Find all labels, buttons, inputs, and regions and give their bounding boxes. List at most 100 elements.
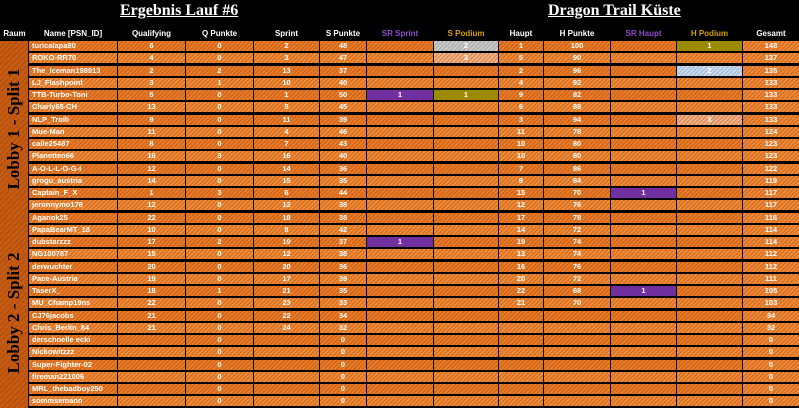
q-punkte-cell: 0 — [186, 249, 253, 260]
h-punkte-cell: 96 — [544, 65, 610, 76]
s-punkte-cell: 40 — [320, 151, 366, 162]
h-podium-cell — [677, 163, 742, 174]
sr-sprint-cell — [367, 41, 433, 51]
gesamt-cell: 123 — [743, 139, 799, 149]
sr-haupt-cell — [611, 237, 676, 247]
h-podium-cell — [677, 90, 742, 100]
q-punkte-cell: 0 — [186, 298, 253, 309]
header-q-punkte: Q Punkte — [201, 29, 238, 38]
q-punkte-cell: 0 — [186, 396, 253, 407]
name-cell: ROKO-RR70 — [29, 53, 117, 64]
qualifying-cell: 14 — [118, 175, 185, 186]
name-cell: Captain_F_X — [29, 188, 117, 198]
s-punkte-cell: 42 — [320, 224, 366, 235]
header-h-podium: H Podium — [690, 29, 729, 38]
h-podium-cell — [677, 77, 742, 88]
h-podium-cell: 3 — [677, 114, 742, 125]
h-punkte-cell: 76 — [544, 200, 610, 211]
s-podium-cell — [434, 286, 498, 296]
gesamt-cell: 0 — [743, 359, 799, 370]
sr-sprint-cell — [367, 200, 433, 211]
qualifying-cell: 21 — [118, 310, 185, 321]
s-podium-cell — [434, 224, 498, 235]
qualifying-cell: 12 — [118, 200, 185, 211]
sr-haupt-cell — [611, 77, 676, 88]
qualifying-cell — [118, 347, 185, 358]
h-podium-cell — [677, 286, 742, 296]
qualifying-cell — [118, 359, 185, 370]
sr-haupt-cell — [611, 298, 676, 309]
h-punkte-cell: 100 — [544, 41, 610, 51]
header-gesamt: Gesamt — [756, 29, 786, 38]
s-punkte-cell: 39 — [320, 114, 366, 125]
s-podium-cell — [434, 310, 498, 321]
h-podium-cell: 1 — [677, 41, 742, 51]
s-podium-cell — [434, 273, 498, 284]
sprint-cell: 12 — [254, 200, 319, 211]
h-podium-cell — [677, 335, 742, 345]
sprint-cell — [254, 371, 319, 382]
h-podium-cell: 2 — [677, 65, 742, 76]
column-header-row: Raum Name [PSN_ID] Qualifying Q Punkte S… — [0, 27, 799, 41]
sr-sprint-cell — [367, 151, 433, 162]
s-podium-cell — [434, 114, 498, 125]
h-punkte-cell: 72 — [544, 224, 610, 235]
qualifying-cell: 10 — [118, 224, 185, 235]
q-punkte-cell: 0 — [186, 126, 253, 137]
q-punkte-cell: 0 — [186, 359, 253, 370]
h-podium-cell — [677, 384, 742, 394]
h-podium-cell — [677, 188, 742, 198]
haupt-cell — [499, 322, 543, 333]
sr-sprint-cell — [367, 298, 433, 309]
sprint-cell: 18 — [254, 212, 319, 223]
sprint-cell — [254, 335, 319, 345]
s-punkte-cell: 0 — [320, 347, 366, 358]
sr-haupt-cell — [611, 212, 676, 223]
qualifying-cell: 22 — [118, 212, 185, 223]
h-punkte-cell: 74 — [544, 237, 610, 247]
gesamt-cell: 0 — [743, 384, 799, 394]
name-cell: Pace-Austria — [29, 273, 117, 284]
h-punkte-cell — [544, 396, 610, 407]
result-title: Ergebnis Lauf #6 — [120, 2, 239, 19]
name-cell: derwuchter — [29, 261, 117, 272]
sr-haupt-cell — [611, 384, 676, 394]
s-podium-cell — [434, 298, 498, 309]
sprint-cell: 2 — [254, 41, 319, 51]
gesamt-cell: 119 — [743, 175, 799, 186]
sprint-cell: 13 — [254, 65, 319, 76]
s-podium-cell — [434, 237, 498, 247]
haupt-cell — [499, 310, 543, 321]
sr-haupt-cell — [611, 90, 676, 100]
name-cell: Super-Fighter-02 — [29, 359, 117, 370]
h-punkte-cell: 80 — [544, 139, 610, 149]
q-punkte-cell: 0 — [186, 273, 253, 284]
q-punkte-cell: 0 — [186, 261, 253, 272]
h-punkte-cell: 92 — [544, 77, 610, 88]
q-punkte-cell: 0 — [186, 102, 253, 113]
s-punkte-cell: 43 — [320, 139, 366, 149]
h-podium-cell — [677, 298, 742, 309]
s-podium-cell — [434, 212, 498, 223]
sprint-cell — [254, 396, 319, 407]
haupt-cell — [499, 359, 543, 370]
haupt-cell: 8 — [499, 175, 543, 186]
s-punkte-cell: 0 — [320, 335, 366, 345]
sr-haupt-cell — [611, 322, 676, 333]
s-punkte-cell: 0 — [320, 384, 366, 394]
s-punkte-cell: 0 — [320, 359, 366, 370]
sprint-cell: 6 — [254, 188, 319, 198]
sr-sprint-cell — [367, 384, 433, 394]
h-punkte-cell: 80 — [544, 151, 610, 162]
haupt-cell — [499, 384, 543, 394]
haupt-cell: 5 — [499, 53, 543, 64]
sr-haupt-cell: 1 — [611, 188, 676, 198]
header-sr-sprint: SR Sprint — [381, 29, 419, 38]
header-name: Name [PSN_ID] — [43, 29, 103, 38]
sr-haupt-cell — [611, 310, 676, 321]
sr-haupt-cell — [611, 200, 676, 211]
q-punkte-cell: 1 — [186, 77, 253, 88]
q-punkte-cell: 0 — [186, 335, 253, 345]
s-punkte-cell: 35 — [320, 175, 366, 186]
sprint-cell: 16 — [254, 151, 319, 162]
